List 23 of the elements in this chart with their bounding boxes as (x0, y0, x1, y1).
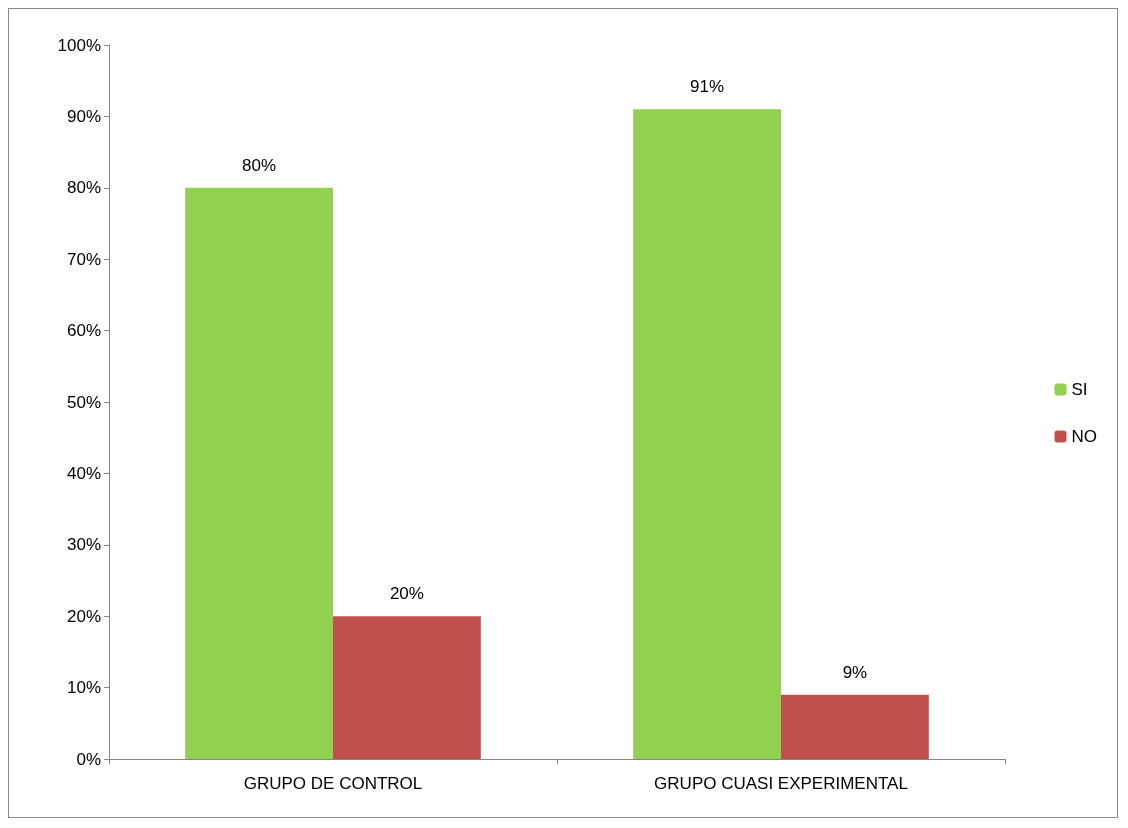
legend-label: SI (1071, 380, 1088, 399)
bar (333, 616, 481, 759)
bar (633, 109, 781, 759)
y-tick-label: 50% (66, 392, 101, 412)
y-tick-label: 20% (66, 606, 101, 626)
y-tick-label: 100% (57, 35, 101, 55)
bar (781, 694, 929, 759)
data-label: 20% (389, 584, 424, 604)
y-tick-label: 40% (66, 463, 101, 483)
x-tick-label: GRUPO DE CONTROL (243, 774, 423, 793)
y-tick-label: 60% (66, 321, 101, 341)
y-tick-label: 10% (66, 678, 101, 698)
data-label: 80% (242, 155, 277, 175)
bar (185, 187, 333, 759)
y-tick-label: 90% (66, 106, 101, 126)
x-tick-label: GRUPO CUASI EXPERIMENTAL (654, 774, 908, 793)
y-tick-label: 80% (66, 178, 101, 198)
y-tick-label: 70% (66, 249, 101, 269)
data-label: 9% (842, 662, 868, 682)
y-tick-label: 30% (66, 535, 101, 555)
legend-label: NO (1071, 427, 1097, 446)
y-tick-label: 0% (76, 749, 101, 769)
data-label: 91% (690, 77, 725, 97)
